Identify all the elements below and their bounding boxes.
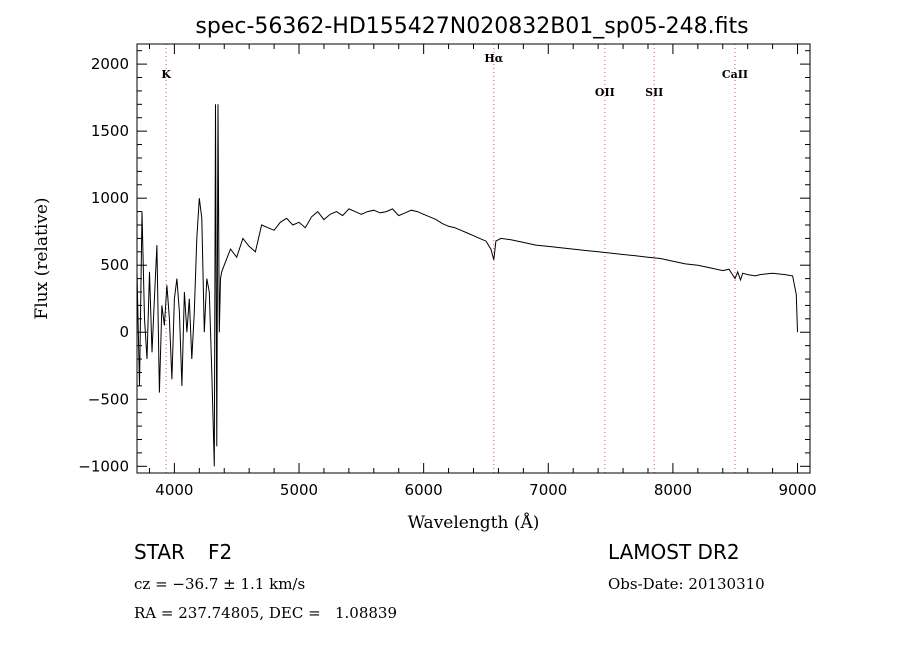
object-type: STAR [134, 540, 185, 564]
y-tick-label: 0 [119, 323, 129, 341]
y-tick-label: 1000 [91, 189, 129, 207]
x-tick-label: 5000 [280, 481, 318, 499]
y-tick-label: 2000 [91, 55, 129, 73]
spectral-line-label: CaII [722, 68, 748, 81]
spectral-subclass: F2 [208, 540, 233, 564]
chart-title: spec-56362-HD155427N020832B01_sp05-248.f… [195, 14, 748, 39]
x-tick-label: 9000 [778, 481, 816, 499]
observation-date: Obs-Date: 20130310 [608, 575, 765, 593]
spectral-line-label: OII [595, 86, 615, 99]
y-tick-label: 500 [100, 256, 129, 274]
spectral-line-label: Hα [484, 52, 503, 65]
spectral-line-label: SII [645, 86, 663, 99]
spectrum-line [137, 104, 798, 467]
x-tick-label: 4000 [155, 481, 193, 499]
y-axis-label: Flux (relative) [32, 197, 52, 319]
redshift-velocity: cz = −36.7 ± 1.1 km/s [134, 575, 306, 593]
y-tick-label: −500 [88, 390, 129, 408]
survey-name: LAMOST DR2 [608, 540, 740, 564]
coordinates: RA = 237.74805, DEC = 1.08839 [134, 604, 398, 622]
x-tick-label: 6000 [405, 481, 443, 499]
y-tick-label: −1000 [78, 457, 129, 475]
x-axis-label: Wavelength (Å) [408, 512, 540, 533]
spectral-line-label: K [161, 68, 171, 81]
y-tick-label: 1500 [91, 122, 129, 140]
x-tick-label: 7000 [529, 481, 567, 499]
x-tick-label: 8000 [654, 481, 692, 499]
plot-frame [136, 43, 811, 474]
